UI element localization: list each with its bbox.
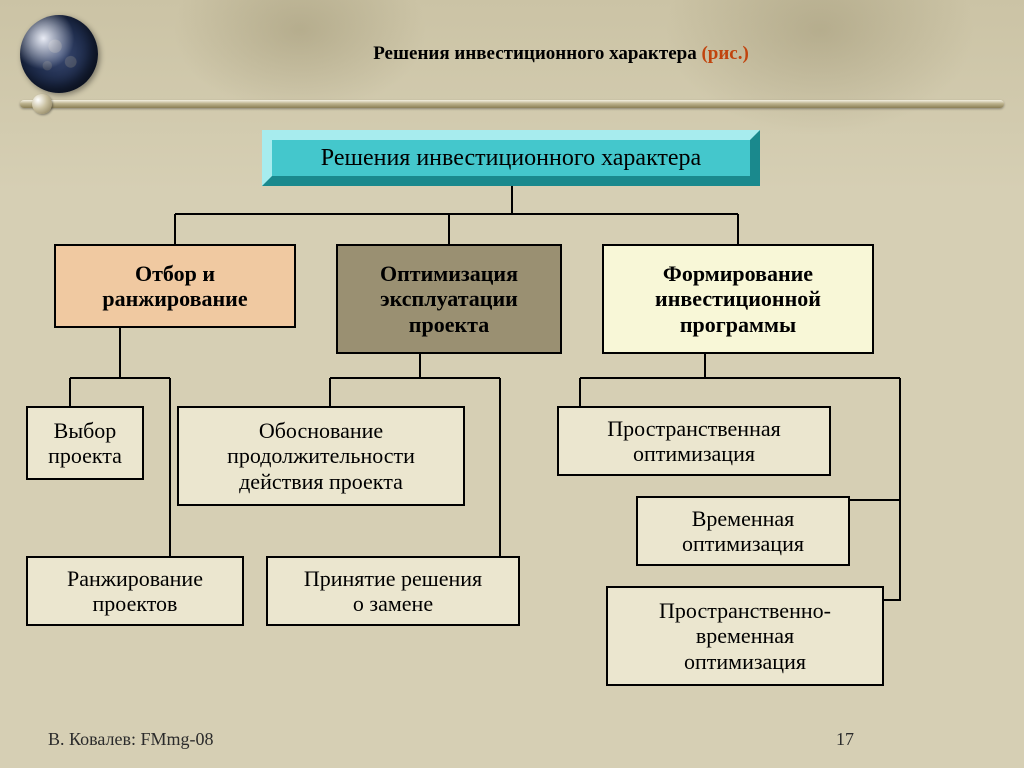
leaf-node-3: Принятие решенияо замене	[266, 556, 520, 626]
page-title: Решения инвестиционного характера (рис.)	[118, 43, 1004, 65]
root-label: Решения инвестиционного характера	[321, 145, 701, 172]
title-main: Решения инвестиционного характера	[373, 43, 697, 64]
leaf-node-0: Выборпроекта	[26, 406, 144, 480]
branch-node-2: Формированиеинвестиционнойпрограммы	[602, 244, 874, 354]
root-node: Решения инвестиционного характера	[262, 130, 760, 186]
branch-node-0: Отбор иранжирование	[54, 244, 296, 328]
branch-node-1: Оптимизацияэксплуатациипроекта	[336, 244, 562, 354]
leaf-node-2: Обоснованиепродолжительностидействия про…	[177, 406, 465, 506]
leaf-node-4: Пространственнаяоптимизация	[557, 406, 831, 476]
leaf-node-1: Ранжированиепроектов	[26, 556, 244, 626]
divider-knob-icon	[32, 94, 52, 114]
title-suffix: (рис.)	[701, 43, 748, 64]
footer-page: 17	[836, 729, 854, 750]
globe-icon	[20, 15, 98, 93]
leaf-node-5: Временнаяоптимизация	[636, 496, 850, 566]
leaf-node-6: Пространственно-временнаяоптимизация	[606, 586, 884, 686]
title-bar: Решения инвестиционного характера (рис.)	[20, 15, 1004, 93]
divider-bar	[20, 100, 1004, 108]
footer-author: В. Ковалев: FMmg-08	[48, 729, 214, 750]
